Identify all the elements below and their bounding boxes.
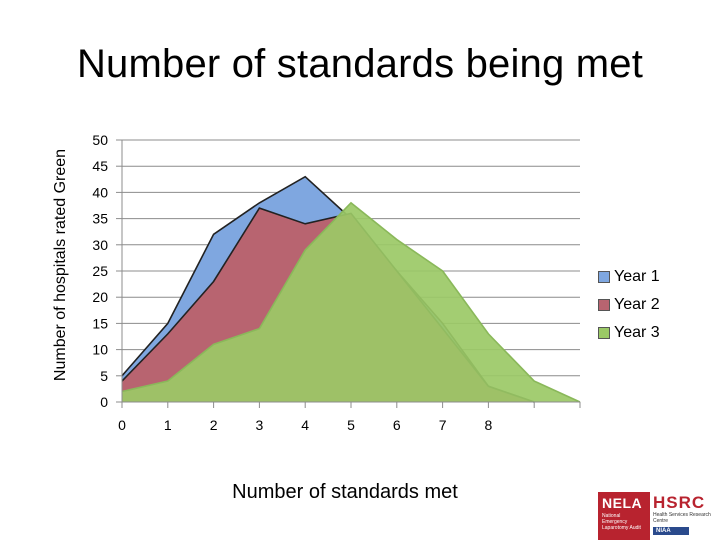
legend-swatch-year-1 (598, 271, 610, 283)
x-tick-label-0: 0 (118, 417, 126, 433)
x-tick-label-5: 5 (347, 417, 355, 433)
area-year-3 (122, 202, 580, 402)
x-tick-label-7: 7 (439, 417, 447, 433)
x-axis-label: Number of standards met (232, 481, 458, 503)
y-tick-label-50: 50 (92, 132, 108, 148)
x-tick-label-3: 3 (256, 417, 264, 433)
x-tick-labels: 0 1 2 3 4 5 6 7 8 (118, 417, 492, 433)
y-tick-label-45: 45 (92, 158, 108, 174)
legend-swatch-year-2 (598, 299, 610, 311)
legend: Year 1 Year 2 Year 3 (598, 263, 660, 347)
y-tick-label-15: 15 (92, 315, 108, 331)
x-tick-label-8: 8 (485, 417, 493, 433)
x-tick-label-1: 1 (164, 417, 172, 433)
y-tick-label-40: 40 (92, 184, 108, 200)
y-tick-label-0: 0 (100, 394, 108, 410)
chart-title: Number of standards being met (76, 42, 644, 86)
y-tick-label-20: 20 (92, 289, 108, 305)
hsrc-logo: HSRC Health Services Research Centre NIA… (650, 492, 718, 540)
y-tick-label-10: 10 (92, 342, 108, 358)
legend-item-year-1: Year 1 (598, 263, 660, 291)
x-tick-label-6: 6 (393, 417, 401, 433)
niaa-badge: NIAA (653, 527, 689, 535)
legend-swatch-year-3 (598, 327, 610, 339)
y-tick-labels: 0 5 10 15 20 25 30 35 40 45 50 (92, 132, 108, 410)
legend-item-year-2: Year 2 (598, 291, 660, 319)
legend-item-year-3: Year 3 (598, 319, 660, 347)
x-tick-label-2: 2 (210, 417, 218, 433)
nela-logo-subtext: National Emergency Laparotomy Audit (602, 513, 641, 531)
x-tick-label-4: 4 (301, 417, 309, 433)
y-tick-label-35: 35 (92, 211, 108, 227)
y-tick-label-25: 25 (92, 263, 108, 279)
y-tick-label-5: 5 (100, 368, 108, 384)
hsrc-logo-subtext: Health Services Research Centre (653, 512, 711, 524)
axes (116, 139, 581, 408)
series-areas (121, 175, 581, 403)
legend-label-year-1: Year 1 (614, 268, 660, 285)
legend-label-year-3: Year 3 (614, 324, 660, 341)
nela-hsrc-logo: NELA National Emergency Laparotomy Audit… (598, 492, 718, 540)
y-tick-label-30: 30 (92, 237, 108, 253)
hsrc-logo-text: HSRC (653, 493, 706, 512)
legend-label-year-2: Year 2 (614, 296, 660, 313)
nela-logo-text: NELA (602, 495, 643, 511)
line-year-3 (121, 201, 581, 403)
nela-logo: NELA National Emergency Laparotomy Audit (598, 492, 650, 540)
